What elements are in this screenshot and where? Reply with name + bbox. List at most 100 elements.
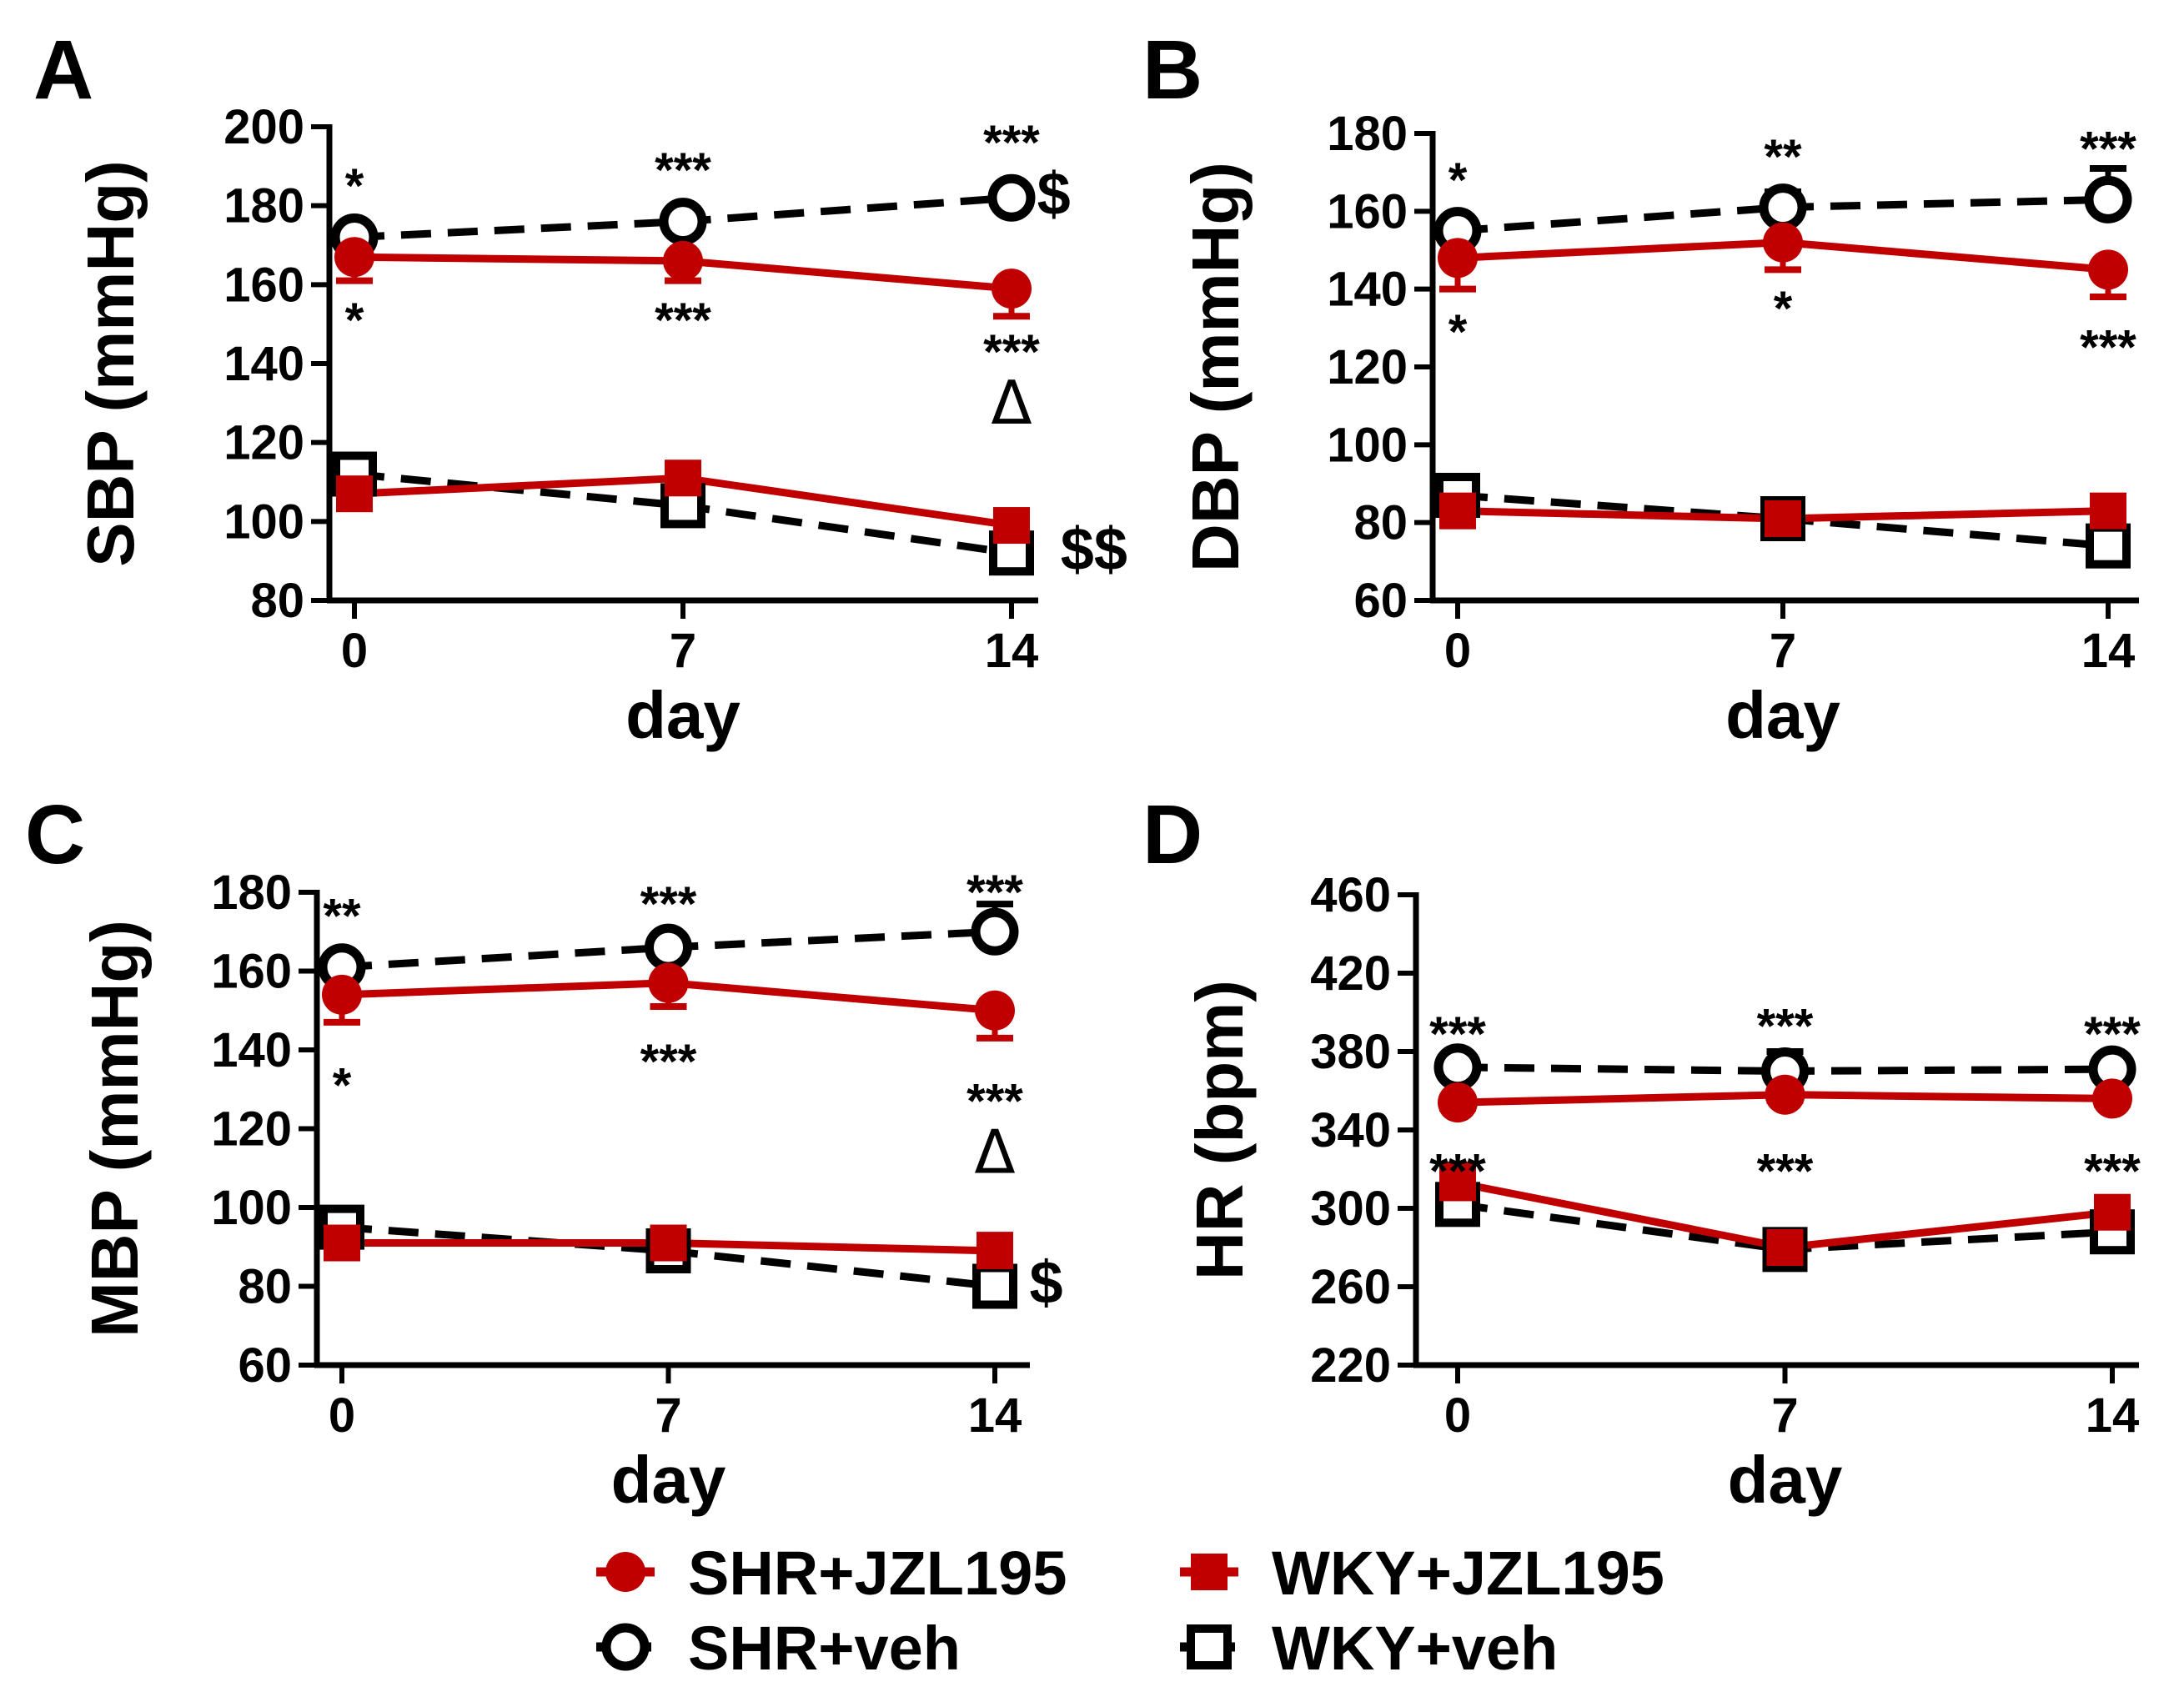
significance-annotation: Δ bbox=[974, 1117, 1015, 1187]
data-point-wky-jzl195 bbox=[2090, 492, 2126, 530]
y-axis-label: DBP (mmHg) bbox=[1178, 162, 1253, 572]
x-tick-label: 7 bbox=[1771, 1388, 1798, 1443]
significance-annotation: * bbox=[345, 159, 364, 213]
legend-item-wky-jzl195: WKY+JZL195 bbox=[1180, 1539, 1664, 1608]
y-tick-label: 200 bbox=[223, 100, 304, 154]
series-line-shr-veh bbox=[1457, 195, 2109, 235]
significance-annotation: * bbox=[333, 1059, 352, 1113]
legend-label: SHR+JZL195 bbox=[688, 1539, 1067, 1608]
y-tick-label: 100 bbox=[211, 1181, 292, 1235]
data-point-wky-jzl195 bbox=[324, 1224, 360, 1262]
significance-annotation: *** bbox=[966, 866, 1023, 920]
panel-letter: D bbox=[1142, 788, 1202, 881]
x-tick-label: 14 bbox=[2081, 624, 2136, 678]
y-tick-label: 100 bbox=[1327, 418, 1408, 472]
data-point-shr-jzl195 bbox=[663, 240, 703, 281]
y-tick-label: 140 bbox=[211, 1023, 292, 1077]
legend-marker bbox=[1187, 1624, 1232, 1669]
legend-marker bbox=[1191, 1554, 1228, 1590]
data-point-wky-jzl195 bbox=[1439, 1164, 1476, 1202]
data-point-shr-veh bbox=[659, 198, 707, 246]
legend: SHR+JZL195 WKY+JZL195 SHR+veh WKY+veh bbox=[596, 1539, 1664, 1683]
significance-annotation: *** bbox=[2084, 1144, 2141, 1198]
data-point-wky-jzl195 bbox=[977, 1232, 1013, 1269]
significance-annotation: $ bbox=[1037, 161, 1071, 228]
y-tick-label: 180 bbox=[1327, 107, 1408, 161]
panel-d: D 220 260 300 340 380 420 460 0 7 14 day HR (bpm) ***… bbox=[1142, 788, 2141, 1517]
data-point-shr-jzl195 bbox=[975, 990, 1015, 1031]
y-tick-label: 220 bbox=[1310, 1338, 1391, 1393]
data-point-wky-jzl195 bbox=[1765, 500, 1801, 537]
significance-annotation: *** bbox=[640, 877, 697, 931]
significance-annotation: $ bbox=[1030, 1250, 1063, 1317]
x-axis-label: day bbox=[1725, 678, 1840, 752]
legend-label: SHR+veh bbox=[688, 1614, 961, 1683]
significance-annotation: *** bbox=[983, 325, 1040, 379]
y-tick-label: 160 bbox=[223, 258, 304, 312]
y-axis-label: MBP (mmHg) bbox=[78, 920, 152, 1338]
data-point-shr-veh bbox=[2084, 175, 2132, 223]
y-tick-label: 140 bbox=[1327, 263, 1408, 317]
y-tick-label: 420 bbox=[1310, 946, 1391, 1001]
legend-label: WKY+veh bbox=[1272, 1614, 1558, 1683]
y-tick-label: 80 bbox=[250, 574, 304, 628]
y-tick-label: 160 bbox=[1327, 184, 1408, 238]
significance-annotation: *** bbox=[640, 1035, 697, 1089]
data-point-wky-veh bbox=[972, 1263, 1017, 1309]
x-tick-label: 7 bbox=[655, 1388, 681, 1443]
significance-annotation: * bbox=[1448, 153, 1468, 208]
panel-letter: B bbox=[1142, 23, 1202, 117]
data-point-shr-jzl195 bbox=[1765, 1074, 1805, 1115]
series-line-wky-veh bbox=[1457, 491, 2109, 550]
y-tick-label: 300 bbox=[1310, 1182, 1391, 1236]
data-point-shr-veh bbox=[1759, 183, 1807, 232]
data-point-wky-jzl195 bbox=[1439, 492, 1476, 530]
x-axis-label: day bbox=[1728, 1443, 1843, 1517]
data-point-shr-jzl195 bbox=[2092, 1078, 2132, 1119]
data-point-shr-jzl195 bbox=[648, 962, 689, 1003]
y-tick-label: 60 bbox=[238, 1338, 292, 1393]
data-point-shr-veh bbox=[987, 173, 1036, 222]
data-point-shr-veh bbox=[645, 923, 692, 971]
significance-annotation: ** bbox=[1764, 130, 1802, 184]
x-tick-label: 7 bbox=[670, 624, 696, 678]
x-tick-label: 7 bbox=[1770, 624, 1796, 678]
x-tick-label: 0 bbox=[329, 1388, 355, 1443]
y-tick-label: 80 bbox=[1353, 496, 1408, 550]
y-tick-label: 80 bbox=[238, 1260, 292, 1314]
y-tick-label: 180 bbox=[211, 866, 292, 920]
significance-annotation: Δ bbox=[991, 368, 1032, 438]
significance-annotation: *** bbox=[983, 116, 1040, 170]
x-axis-label: day bbox=[611, 1443, 726, 1517]
legend-marker bbox=[605, 1552, 645, 1592]
data-point-shr-jzl195 bbox=[1438, 238, 1478, 279]
y-tick-label: 260 bbox=[1310, 1260, 1391, 1314]
y-tick-label: 140 bbox=[223, 337, 304, 391]
significance-annotation: *** bbox=[655, 143, 711, 198]
x-tick-label: 0 bbox=[1444, 1388, 1471, 1443]
significance-annotation: ** bbox=[323, 889, 361, 943]
significance-annotation: *** bbox=[655, 294, 711, 348]
data-point-wky-jzl195 bbox=[993, 507, 1030, 545]
data-point-wky-veh bbox=[2086, 523, 2131, 569]
x-tick-label: 14 bbox=[985, 624, 1039, 678]
y-tick-label: 340 bbox=[1310, 1103, 1391, 1157]
significance-annotation: * bbox=[1774, 282, 1793, 336]
legend-item-wky-veh: WKY+veh bbox=[1180, 1614, 1558, 1683]
data-point-shr-jzl195 bbox=[2088, 249, 2128, 290]
x-tick-label: 0 bbox=[341, 624, 368, 678]
x-tick-label: 0 bbox=[1444, 624, 1471, 678]
significance-annotation: $$ bbox=[1061, 516, 1127, 583]
significance-annotation: *** bbox=[1757, 1144, 1814, 1198]
significance-annotation: *** bbox=[966, 1074, 1023, 1128]
significance-annotation: * bbox=[345, 294, 364, 348]
y-tick-label: 160 bbox=[211, 945, 292, 999]
panel-letter: C bbox=[25, 788, 85, 881]
significance-annotation: *** bbox=[2080, 123, 2136, 177]
x-axis-label: day bbox=[625, 678, 741, 752]
legend-label: WKY+JZL195 bbox=[1272, 1539, 1664, 1608]
x-tick-label: 14 bbox=[2086, 1388, 2140, 1443]
